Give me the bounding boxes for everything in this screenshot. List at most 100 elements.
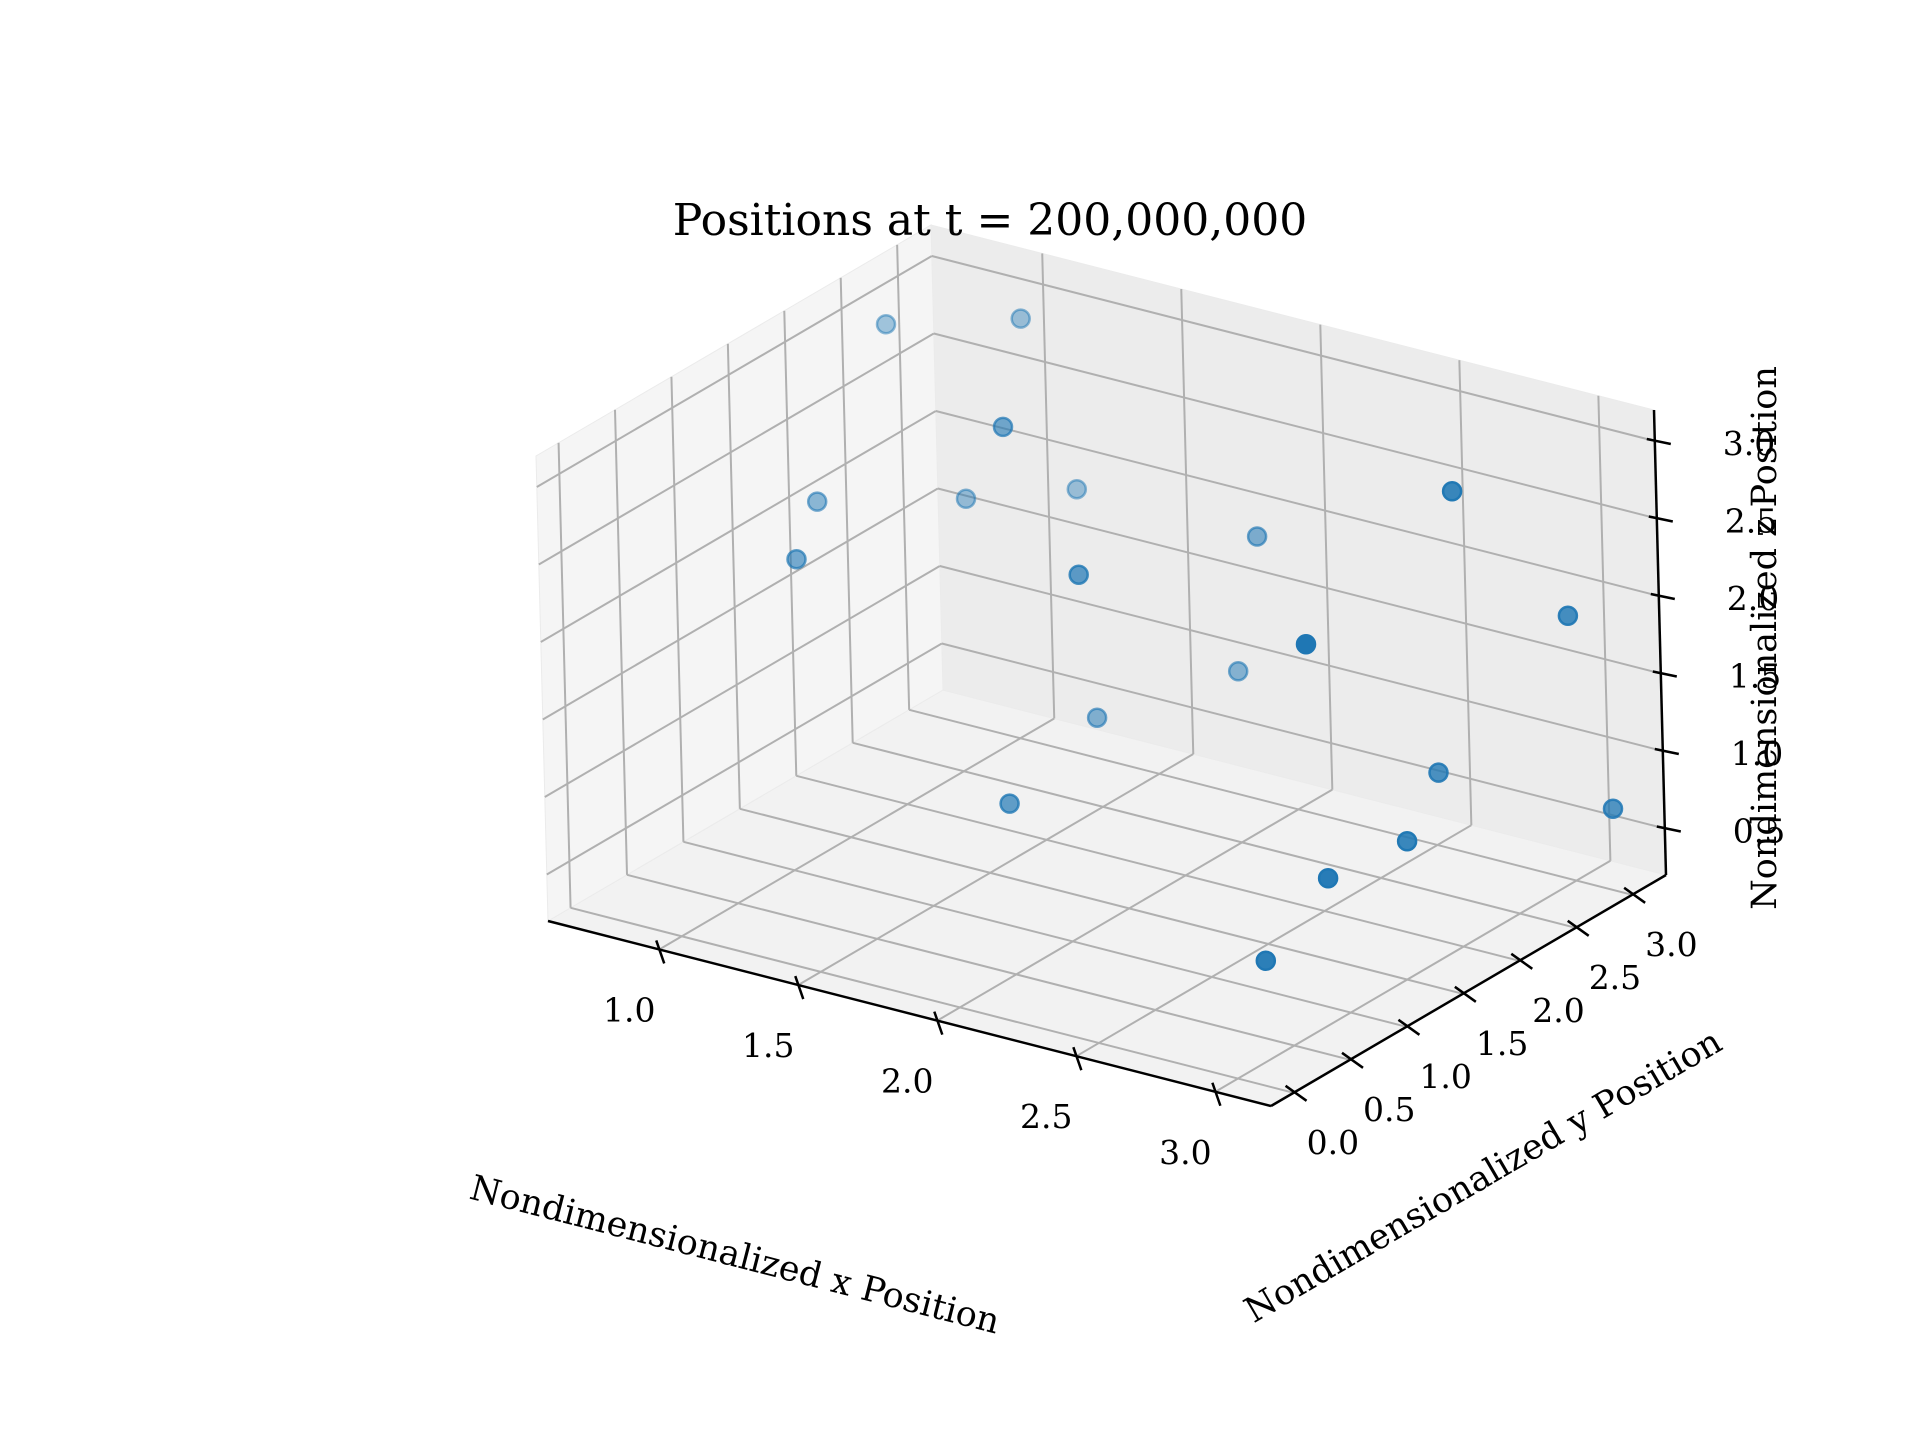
y-tick-mark xyxy=(1284,1084,1308,1102)
x-tick-label: 2.5 xyxy=(1020,1097,1072,1136)
y-grid-line xyxy=(739,807,1464,995)
data-point xyxy=(1066,478,1088,500)
x-tick-label: 1.5 xyxy=(742,1026,794,1065)
x-tick-label: 3.0 xyxy=(1159,1133,1211,1172)
data-points xyxy=(786,308,1624,972)
y-grid-line xyxy=(908,708,1633,896)
y-tick-label: 2.0 xyxy=(1532,991,1584,1030)
data-point xyxy=(1428,762,1449,783)
data-point xyxy=(1295,633,1317,655)
x-grid-line xyxy=(1319,324,1334,790)
y-tick-label: 1.0 xyxy=(1419,1057,1471,1096)
z-axis-line xyxy=(1652,409,1668,876)
z-grid-line xyxy=(935,410,1660,597)
y-grid-line xyxy=(896,244,911,710)
x-grid-line xyxy=(1458,360,1473,826)
x-grid-line xyxy=(1180,289,1195,755)
y-tick-mark xyxy=(1566,919,1590,937)
x-tick-label: 2.0 xyxy=(881,1062,933,1101)
x-grid-line xyxy=(1075,824,1472,1058)
z-grid-line xyxy=(941,642,1666,830)
z-tick-label: 2.0 xyxy=(1727,579,1779,618)
data-point xyxy=(955,488,977,510)
tick-marks xyxy=(655,437,1682,1107)
x-tick-label: 1.0 xyxy=(603,991,655,1030)
z-tick-label: 1.0 xyxy=(1731,734,1783,773)
y-grid-line xyxy=(796,774,1520,962)
z-tick-label: 1.5 xyxy=(1729,657,1781,696)
data-point xyxy=(1227,661,1249,682)
z-grid-line xyxy=(939,565,1664,752)
y-grid-line xyxy=(839,277,854,743)
y-tick-label: 0.5 xyxy=(1363,1090,1415,1129)
y-tick-mark xyxy=(1454,985,1477,1003)
z-tick-label: 0.5 xyxy=(1733,812,1785,851)
y-tick-label: 3.0 xyxy=(1645,925,1697,964)
tick-labels: 1.01.52.02.53.0 0.00.51.01.52.02.53.00.51… xyxy=(603,424,1785,1172)
x-tick-mark xyxy=(794,975,805,1000)
y-grid-line xyxy=(852,741,1576,929)
data-point xyxy=(806,491,828,512)
z-tick-mark xyxy=(1648,515,1674,523)
data-point xyxy=(786,548,807,570)
data-point xyxy=(992,416,1014,438)
data-point xyxy=(1317,868,1339,889)
z-tick-label: 2.5 xyxy=(1725,502,1777,541)
z-tick-mark xyxy=(1650,592,1676,601)
data-point xyxy=(1010,308,1031,329)
y-tick-mark xyxy=(1623,886,1646,904)
z-tick-mark xyxy=(1656,825,1682,833)
data-point xyxy=(875,313,897,335)
y-axis-line xyxy=(1270,873,1667,1108)
y-tick-mark xyxy=(1397,1018,1421,1036)
x-tick-mark xyxy=(933,1011,944,1036)
y-grid-line xyxy=(626,873,1351,1061)
x-tick-mark xyxy=(1072,1046,1083,1071)
y-grid-line xyxy=(670,376,685,842)
x-grid-line xyxy=(1041,253,1056,719)
y-tick-label: 1.5 xyxy=(1476,1024,1528,1063)
y-grid-line xyxy=(570,906,1294,1094)
x-tick-mark xyxy=(655,940,666,964)
z-grid-line xyxy=(542,487,939,721)
y-tick-mark xyxy=(1510,952,1534,970)
data-point xyxy=(1602,798,1624,819)
z-grid-line xyxy=(538,332,935,566)
data-point xyxy=(1441,481,1463,502)
z-grid-line xyxy=(536,255,933,488)
z-grid-line xyxy=(937,487,1662,675)
x-grid-line xyxy=(1214,859,1611,1093)
y-grid-line xyxy=(614,409,628,875)
z-tick-mark xyxy=(1646,437,1672,446)
y-grid-line xyxy=(783,310,798,776)
z-tick-label: 3.0 xyxy=(1723,424,1775,463)
x-grid-line xyxy=(936,788,1333,1022)
z-grid-line xyxy=(540,410,937,643)
y-grid-line xyxy=(683,840,1407,1028)
data-point xyxy=(1246,526,1268,547)
z-axis-label: Nondimensionalized z Position xyxy=(1745,366,1785,910)
z-grid-line xyxy=(931,255,1656,442)
x-axis-line xyxy=(547,919,1272,1108)
x-tick-mark xyxy=(1211,1082,1222,1107)
y-grid-line xyxy=(557,442,572,908)
data-point xyxy=(1086,707,1108,728)
z-grid-line xyxy=(933,332,1658,520)
z-tick-mark xyxy=(1654,747,1680,756)
z-tick-mark xyxy=(1652,670,1678,678)
y-tick-label: 0.0 xyxy=(1307,1123,1359,1162)
data-point xyxy=(1255,950,1277,972)
y-grid-line xyxy=(726,343,741,809)
x-grid-line xyxy=(658,717,1055,951)
side-pane xyxy=(535,224,944,922)
y-tick-mark xyxy=(1341,1051,1364,1069)
x-grid-line xyxy=(797,753,1194,986)
grid-lines xyxy=(536,244,1666,1094)
data-point xyxy=(999,793,1020,814)
data-point xyxy=(1068,564,1089,585)
axes-panes xyxy=(535,224,1668,1107)
chart-title: Positions at t = 200,000,000 xyxy=(673,195,1307,246)
y-tick-label: 2.5 xyxy=(1589,958,1641,997)
data-point xyxy=(1396,831,1418,852)
